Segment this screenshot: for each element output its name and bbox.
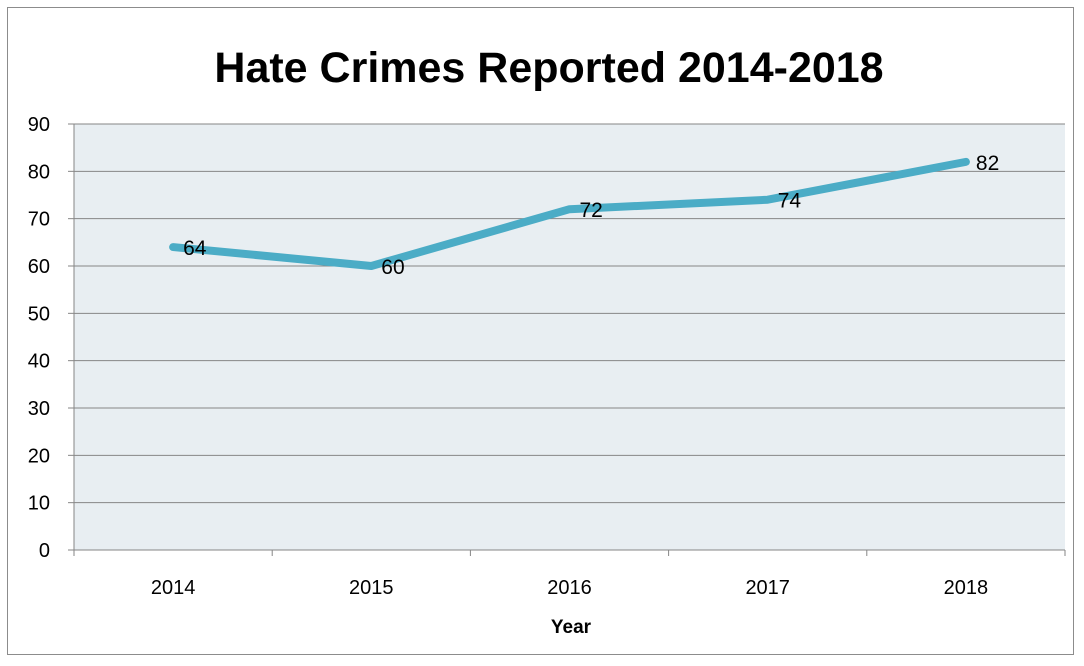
x-tick-label: 2015 [349,577,394,599]
data-label: 72 [580,199,603,222]
x-tick-label: 2018 [944,577,989,599]
y-tick-label: 70 [28,209,50,231]
gridlines [74,123,1065,504]
y-tick-label: 0 [39,540,50,562]
series-line [169,157,970,270]
y-tick-label: 30 [28,398,50,420]
x-tick-label: 2016 [547,577,592,599]
tick-labels: 0 10 20 30 40 50 60 70 80 90 2014 2015 2016 2017 2018 [28,114,988,599]
data-label: 64 [183,237,207,260]
y-tick-label: 80 [28,161,50,183]
y-tick-label: 10 [28,493,50,515]
data-label: 60 [381,256,404,279]
chart-title: Hate Crimes Reported 2014-2018 [214,44,883,92]
y-tick-label: 50 [28,303,50,325]
data-label: 82 [976,152,999,175]
data-labels: 64 60 72 74 82 [183,152,999,279]
y-tick-label: 60 [28,256,50,278]
plot-area [74,124,1065,550]
y-tick-label: 40 [28,351,50,373]
data-label: 74 [778,190,802,213]
x-tick-label: 2017 [745,577,790,599]
y-tick-label: 20 [28,445,50,467]
axes [68,123,1066,556]
y-tick-label: 90 [28,114,50,136]
x-axis-title: Year [551,617,592,638]
series-layer [169,157,970,270]
x-tick-label: 2014 [151,577,196,599]
